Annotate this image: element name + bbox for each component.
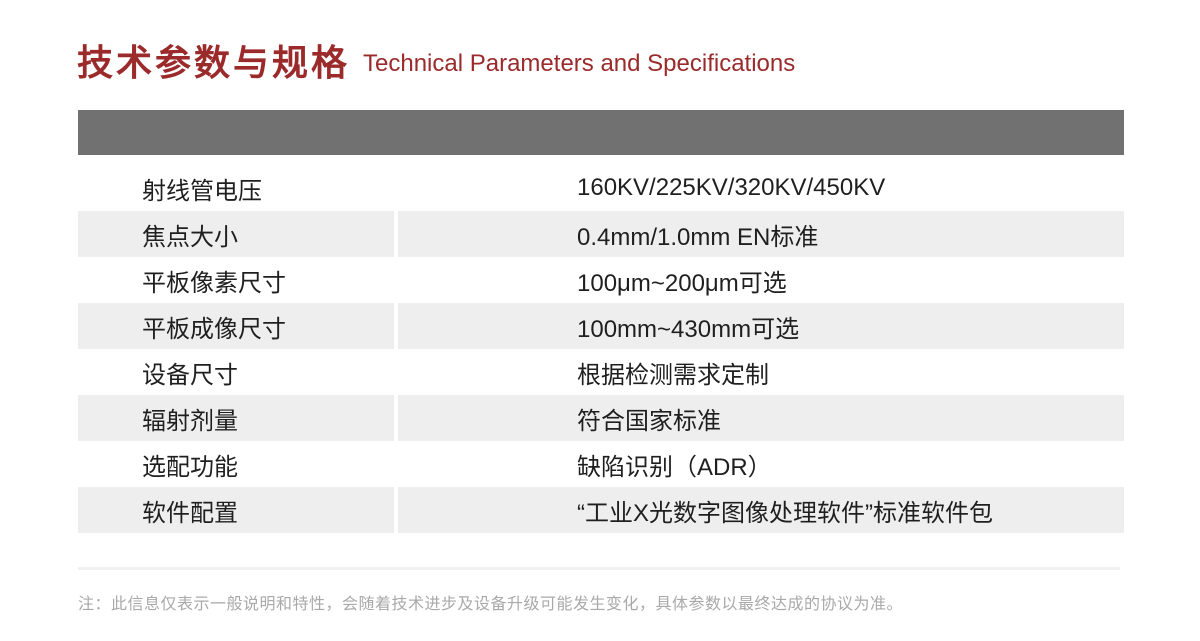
spec-label: 选配功能 <box>142 453 238 481</box>
spec-value: 100mm~430mm可选 <box>398 303 1124 349</box>
spec-label: 辐射剂量 <box>78 395 394 441</box>
page-title-en: Technical Parameters and Specifications <box>363 50 796 77</box>
spec-value: 缺陷识别（ADR） <box>577 453 772 481</box>
spec-label: 软件配置 <box>78 487 394 533</box>
spec-label: 平板成像尺寸 <box>78 303 394 349</box>
spec-table: 射线管电压 160KV/225KV/320KV/450KV 焦点大小 0.4mm… <box>78 165 1124 533</box>
spec-value: “工业X光数字图像处理软件”标准软件包 <box>398 487 1124 533</box>
table-row: 平板像素尺寸 100μm~200μm可选 <box>78 257 1124 303</box>
spec-label: 设备尺寸 <box>142 361 238 389</box>
table-header-band <box>78 110 1124 155</box>
footnote: 注：此信息仅表示一般说明和特性，会随着技术进步及设备升级可能发生变化，具体参数以… <box>78 596 904 613</box>
table-row: 选配功能 缺陷识别（ADR） <box>78 441 1124 487</box>
spec-value: 0.4mm/1.0mm EN标准 <box>398 211 1124 257</box>
table-row: 射线管电压 160KV/225KV/320KV/450KV <box>78 165 1124 211</box>
spec-value: 100μm~200μm可选 <box>577 269 787 297</box>
page-title-zh: 技术参数与规格 <box>77 42 351 83</box>
table-row: 辐射剂量 符合国家标准 <box>78 395 1124 441</box>
footer-divider <box>78 567 1120 570</box>
spec-label: 平板像素尺寸 <box>142 269 286 297</box>
table-row: 软件配置 “工业X光数字图像处理软件”标准软件包 <box>78 487 1124 533</box>
table-row: 设备尺寸 根据检测需求定制 <box>78 349 1124 395</box>
table-row: 焦点大小 0.4mm/1.0mm EN标准 <box>78 211 1124 257</box>
section-header: 技术参数与规格 Technical Parameters and Specifi… <box>77 42 795 83</box>
spec-label: 焦点大小 <box>78 211 394 257</box>
table-row: 平板成像尺寸 100mm~430mm可选 <box>78 303 1124 349</box>
spec-value: 符合国家标准 <box>398 395 1124 441</box>
spec-value: 160KV/225KV/320KV/450KV <box>577 174 886 201</box>
spec-value: 根据检测需求定制 <box>577 361 769 389</box>
spec-label: 射线管电压 <box>142 177 262 205</box>
